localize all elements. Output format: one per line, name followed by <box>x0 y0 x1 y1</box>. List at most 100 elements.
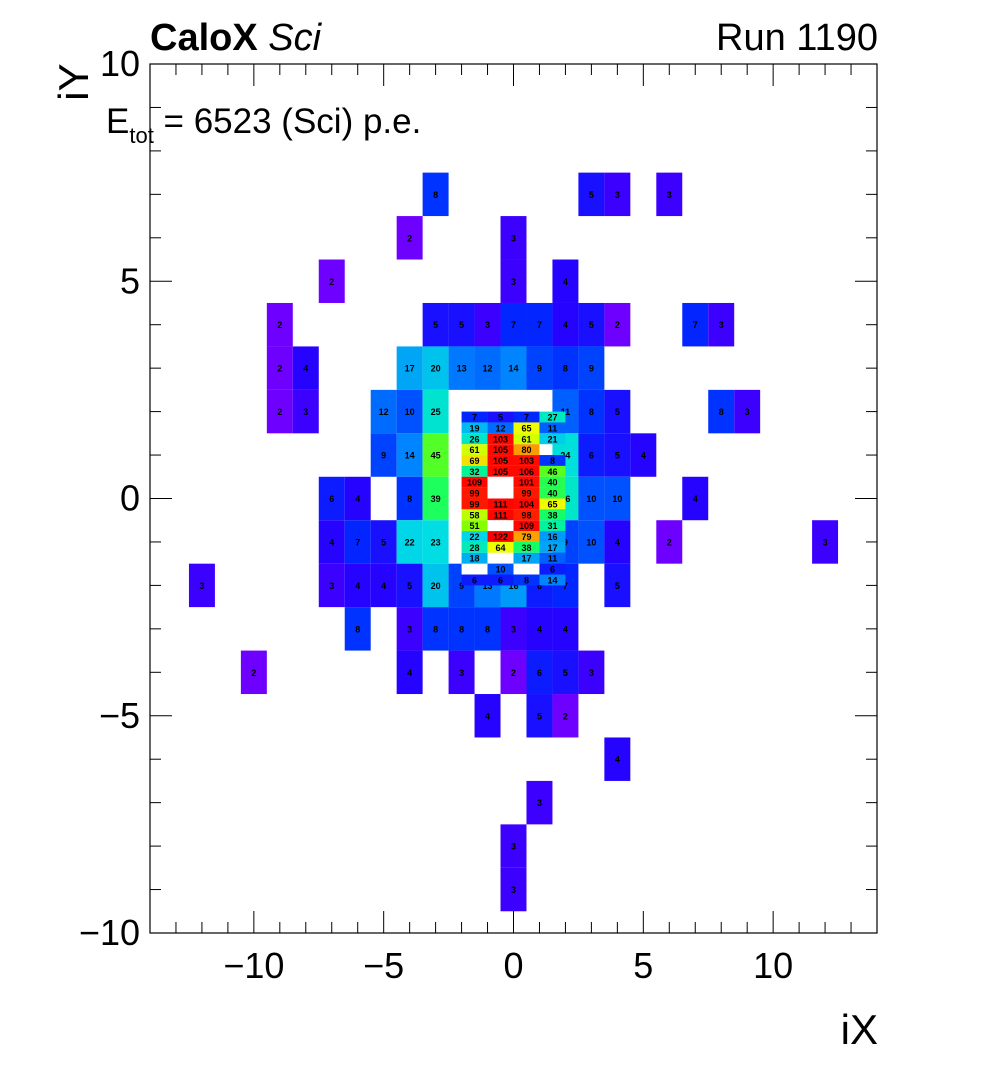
cell-label: 12 <box>379 407 389 417</box>
fine-cell <box>461 465 488 477</box>
cell-label: 3 <box>667 190 672 200</box>
cell <box>578 346 605 390</box>
fine-cell <box>487 509 514 521</box>
cell-label: 4 <box>355 494 360 504</box>
cell-label: 8 <box>433 624 438 634</box>
cell <box>812 520 839 564</box>
cell <box>396 607 423 651</box>
fine-cell <box>461 552 488 564</box>
cell <box>396 520 423 564</box>
y-tick-label: −10 <box>79 912 140 953</box>
cell-label: 2 <box>407 233 412 243</box>
fine-cell-empty <box>487 552 514 564</box>
cell <box>552 650 579 695</box>
fine-cell-label: 7 <box>524 413 529 423</box>
cell <box>422 172 449 217</box>
fine-cell <box>513 574 540 586</box>
cell <box>292 346 319 390</box>
cell <box>526 607 553 651</box>
cell-label: 8 <box>719 407 724 417</box>
cell-label: 3 <box>615 190 620 200</box>
cell-label: 4 <box>563 320 568 330</box>
fine-cell <box>513 422 540 434</box>
cell-label: 4 <box>563 624 568 634</box>
cell-label: 4 <box>615 537 620 547</box>
y-axis-label: iY <box>50 63 97 101</box>
fine-cell <box>539 433 566 445</box>
fine-cell-label: 22 <box>470 532 480 542</box>
cell-label: 2 <box>667 537 672 547</box>
fine-cell <box>461 411 488 423</box>
cell <box>500 302 527 347</box>
fine-cell-label: 10 <box>496 565 506 575</box>
fine-cell-label: 32 <box>470 467 480 477</box>
cell-label: 5 <box>381 537 386 547</box>
cell-label: 4 <box>329 537 334 547</box>
cell-label: 16 <box>508 581 518 591</box>
fine-cell-label: 61 <box>470 445 480 455</box>
y-tick-label: 0 <box>120 478 140 519</box>
cell <box>240 650 267 695</box>
cell-label: 7 <box>355 537 360 547</box>
cell <box>370 433 397 477</box>
fine-cell-label: 80 <box>521 445 531 455</box>
cell <box>266 389 293 434</box>
cell-label: 2 <box>511 668 516 678</box>
x-tick-label: 10 <box>753 945 793 986</box>
fine-cell <box>461 498 488 510</box>
cell <box>422 389 449 434</box>
cell-label: 6 <box>329 494 334 504</box>
cell <box>266 346 293 390</box>
cell-label: 7 <box>511 320 516 330</box>
fine-cell-empty <box>487 476 514 488</box>
cell <box>448 607 475 651</box>
fine-cell <box>513 531 540 542</box>
fine-cell <box>539 422 566 434</box>
fine-cell <box>461 541 488 553</box>
fine-cell-label: 8 <box>524 575 529 585</box>
cell <box>448 346 475 390</box>
cell-label: 2 <box>563 711 568 721</box>
fine-cell <box>487 422 514 434</box>
fine-cell-label: 14 <box>547 575 557 585</box>
cell <box>396 563 423 608</box>
fine-cell-label: 11 <box>548 554 558 564</box>
fine-cell-label: 21 <box>547 434 557 444</box>
cell-label: 5 <box>407 581 412 591</box>
fine-cell-label: 12 <box>496 423 506 433</box>
cell-label: 4 <box>381 581 386 591</box>
cell-label: 3 <box>511 277 516 287</box>
fine-cell-label: 65 <box>521 423 531 433</box>
cell <box>474 694 501 738</box>
fine-cell <box>513 541 540 553</box>
x-axis-label: iX <box>840 1006 878 1053</box>
cell-label: 14 <box>508 364 518 374</box>
y-tick-label: 5 <box>120 260 140 301</box>
fine-cell <box>513 552 540 564</box>
cell <box>318 259 345 303</box>
cell-label: 7 <box>693 320 698 330</box>
cell-label: 5 <box>615 581 620 591</box>
fine-cell <box>539 520 566 532</box>
fine-cell-label: 6 <box>550 565 555 575</box>
fine-cell-label: 51 <box>470 521 480 531</box>
cell-label: 4 <box>693 494 698 504</box>
fine-cell <box>461 531 488 542</box>
fine-cell-label: 105 <box>493 445 508 455</box>
cell <box>500 867 527 912</box>
cell-label: 4 <box>615 755 620 765</box>
cell <box>422 476 449 521</box>
cell <box>552 346 579 390</box>
fine-cell-label: 17 <box>521 554 531 564</box>
fine-cell-label: 7 <box>472 413 477 423</box>
cell <box>344 607 371 651</box>
cell <box>396 389 423 434</box>
fine-cell-label: 99 <box>470 499 480 509</box>
cell <box>448 650 475 695</box>
cell-label: 3 <box>823 537 828 547</box>
fine-cell-label: 98 <box>521 510 531 520</box>
fine-cell-label: 58 <box>470 510 480 520</box>
fine-cell-label: 31 <box>547 521 557 531</box>
x-tick-label: 5 <box>633 945 653 986</box>
fine-cell-label: 65 <box>547 499 557 509</box>
